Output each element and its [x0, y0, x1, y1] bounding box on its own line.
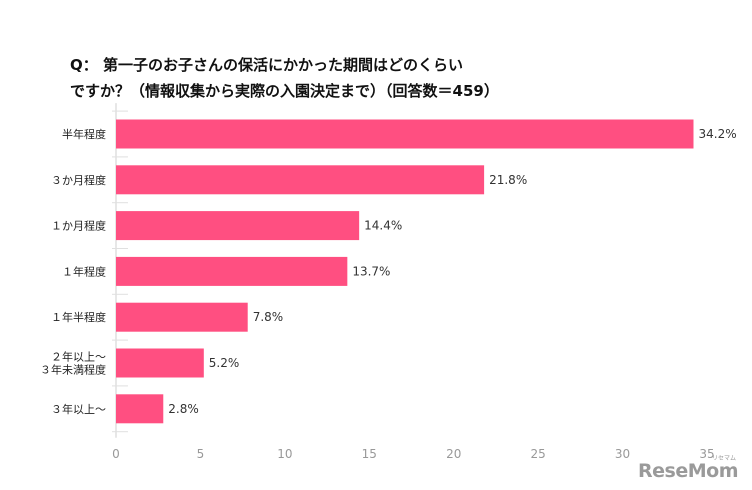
category-label: ３年以上～: [51, 402, 106, 416]
bar: [116, 302, 248, 332]
data-label: 5.2%: [209, 356, 240, 370]
chart-title-line-1: Q： 第一子のお子さんの保活にかかった期間はどのくらい: [70, 56, 463, 74]
data-label: 2.8%: [168, 402, 199, 416]
data-label: 34.2%: [698, 127, 736, 141]
logo-text: ReseMom: [638, 460, 738, 482]
x-tick-label: 35: [699, 447, 714, 461]
category-label: １年半程度: [51, 310, 106, 324]
x-tick-label: 30: [615, 447, 630, 461]
x-tick-label: 0: [112, 447, 120, 461]
data-label: 14.4%: [364, 219, 402, 233]
category-label: ３か月程度: [51, 173, 106, 187]
bar: [116, 119, 694, 149]
chart-title-line-2: ですか？（情報収集から実際の入園決定まで）（回答数＝459）: [70, 82, 499, 100]
category-label: １年程度: [62, 264, 106, 278]
data-label: 13.7%: [352, 264, 390, 278]
x-tick-label: 5: [197, 447, 205, 461]
bar: [116, 394, 164, 424]
bar: [116, 256, 348, 286]
bar: [116, 211, 360, 241]
x-tick-label: 20: [446, 447, 461, 461]
data-label: 7.8%: [253, 310, 283, 324]
category-label: １か月程度: [51, 219, 106, 233]
x-tick-label: 15: [362, 447, 377, 461]
bar: [116, 348, 204, 378]
logo-small-text: リセマム: [711, 455, 736, 462]
category-label: ２年以上～３年未満程度: [40, 350, 106, 377]
x-tick-label: 10: [277, 447, 292, 461]
bar: [116, 165, 485, 195]
category-label: 半年程度: [62, 127, 106, 141]
data-label: 21.8%: [489, 173, 527, 187]
resemom-logo: ReseMom リセマム: [638, 455, 738, 482]
x-tick-label: 25: [531, 447, 546, 461]
